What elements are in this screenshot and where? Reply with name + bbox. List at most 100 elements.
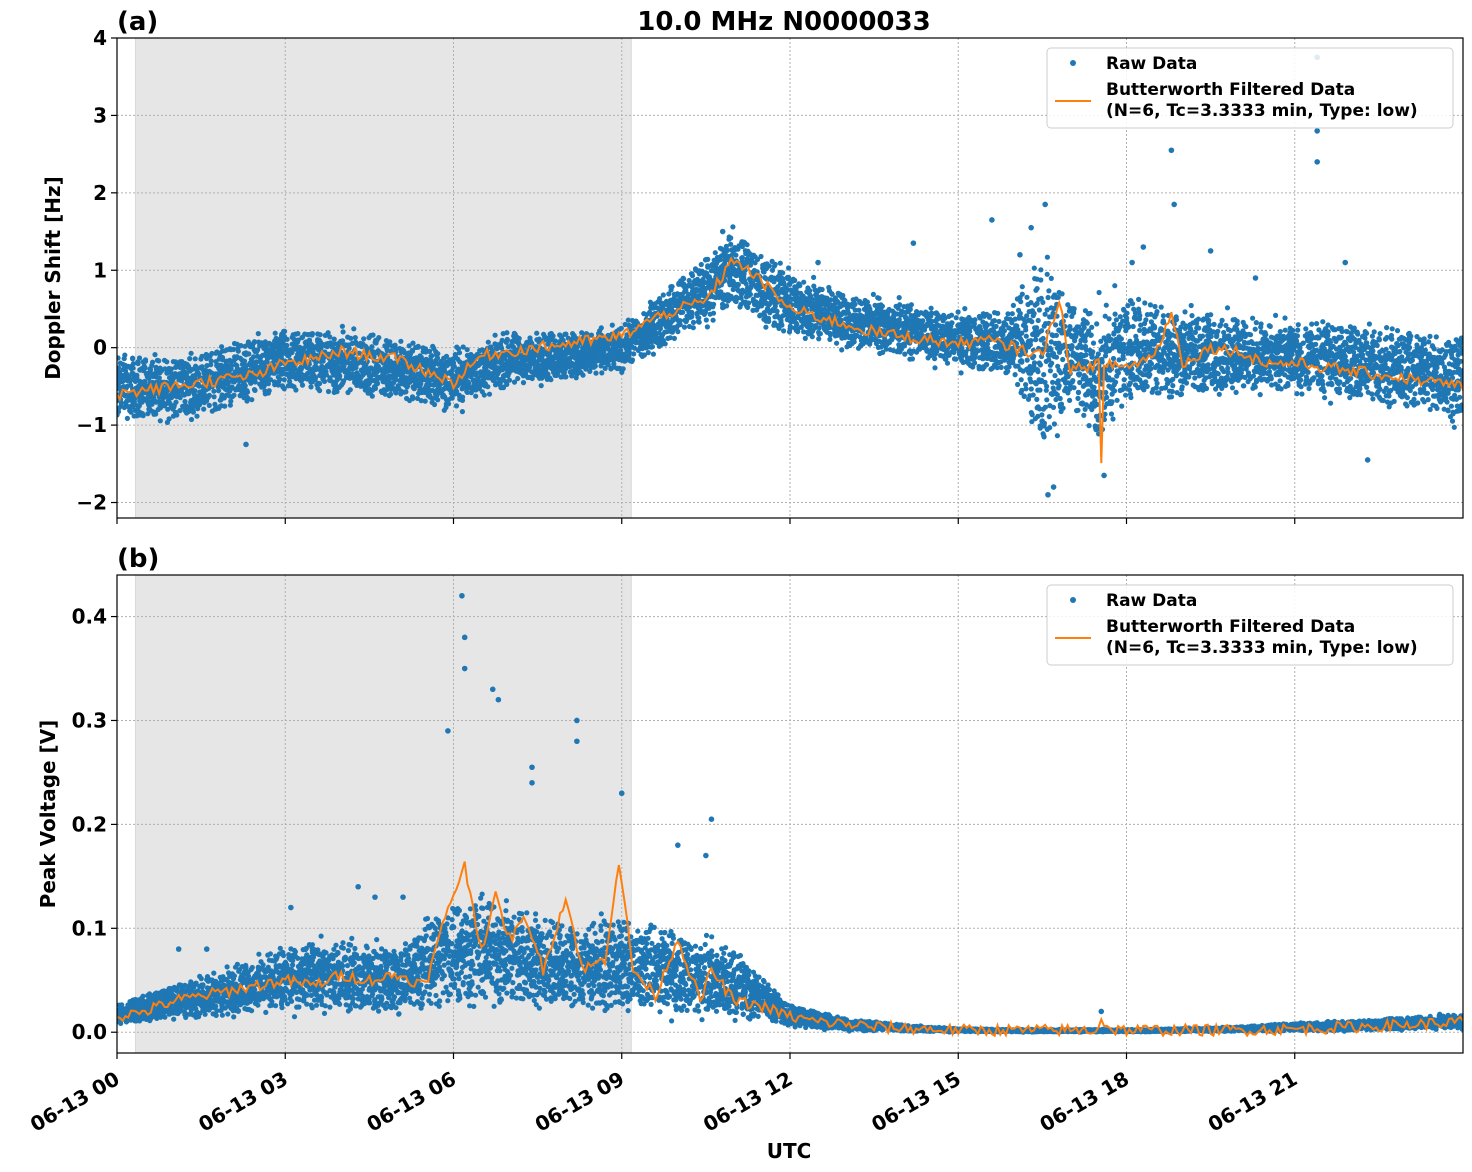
figure-title: 10.0 MHz N0000033 [637,7,930,37]
raw-data-point [1103,302,1109,308]
raw-data-point [1010,302,1017,308]
raw-data-point [1112,283,1118,289]
raw-data-point [150,359,156,365]
raw-data-point [710,317,716,323]
raw-data-point [473,393,479,399]
raw-data-point [797,283,803,289]
raw-data-point [1374,342,1380,348]
raw-data-point [609,322,615,328]
raw-data-point [1024,357,1030,363]
raw-data-point [1233,389,1239,395]
raw-data-point [1154,380,1160,386]
raw-data-point [625,317,631,323]
raw-data-point [1037,387,1043,393]
raw-data-point [177,395,183,401]
raw-data-point [489,348,495,354]
raw-data-point [650,351,657,357]
raw-data-point [1015,381,1021,388]
raw-data-point [1370,348,1376,354]
raw-data-point [1299,391,1305,397]
raw-data-point [188,416,195,423]
raw-data-point [403,389,409,395]
raw-data-point [1295,322,1301,328]
raw-data-point [166,416,172,422]
raw-data-point [1189,313,1195,319]
raw-data-point [1282,315,1288,321]
raw-data-point [1028,386,1034,392]
raw-data-point [353,365,359,371]
raw-data-point [1053,354,1060,360]
raw-data-point [534,330,540,336]
raw-data-point [281,377,287,383]
raw-data-point [227,402,233,408]
raw-data-point [681,324,688,330]
raw-data-point [152,352,158,358]
raw-data-point [1023,327,1029,333]
raw-data-point [1142,300,1148,306]
raw-data-point [876,295,882,301]
raw-data-point [1320,319,1326,325]
raw-data-point [1041,372,1047,378]
raw-data-point [1148,366,1154,372]
raw-data-point [303,343,310,349]
raw-data-point [1377,331,1383,337]
raw-data-point [459,409,465,415]
raw-data-point [1060,356,1066,363]
raw-data-point [192,388,198,394]
raw-data-point [730,224,736,230]
raw-data-point [211,388,217,394]
raw-data-point [1314,321,1320,327]
raw-data-point [136,355,143,361]
raw-data-point [486,391,493,397]
raw-data-point [1040,335,1046,342]
raw-data-point [506,377,513,383]
raw-data-point [272,330,278,336]
raw-data-point [1309,321,1315,327]
raw-data-point [1009,311,1015,317]
raw-data-point [996,318,1002,325]
raw-data-point [870,291,877,297]
raw-data-point [356,350,362,356]
raw-data-point [561,369,568,376]
raw-data-point [1109,399,1115,405]
raw-data-point [157,418,163,424]
raw-data-point [704,324,711,330]
raw-data-point [1389,336,1395,342]
raw-data-point [340,329,346,335]
raw-data-point [1018,299,1024,305]
raw-data-point [1394,328,1401,334]
raw-data-point [1069,343,1075,350]
raw-data-point [1019,284,1025,290]
raw-data-point [995,310,1001,316]
raw-data-point [249,397,255,403]
raw-data-point [206,392,212,398]
raw-data-point [1128,394,1134,401]
raw-data-point [369,393,375,399]
night-shading [135,37,632,519]
raw-data-point [520,380,527,386]
raw-data-point [1044,397,1050,403]
raw-data-point [896,295,902,301]
raw-data-point [1250,373,1256,379]
raw-data-point [856,307,862,313]
raw-data-point [909,356,916,362]
raw-data-point [1108,336,1114,342]
raw-data-point [321,378,328,384]
raw-data-point [1121,341,1127,347]
raw-data-point [1148,361,1155,367]
raw-data-point [134,372,140,378]
raw-data-point [323,372,329,378]
raw-data-point [219,344,225,350]
raw-data-point [777,260,783,266]
raw-data-point [1044,383,1050,389]
raw-data-point [228,398,234,404]
raw-data-point [631,351,637,357]
raw-data-point [121,404,127,411]
raw-data-point [538,383,544,389]
raw-data-point [598,325,604,331]
raw-data-point [206,402,212,408]
raw-data-point [1337,390,1343,396]
raw-data-point [515,375,521,382]
raw-data-point [1019,291,1025,297]
raw-data-point [252,387,258,393]
